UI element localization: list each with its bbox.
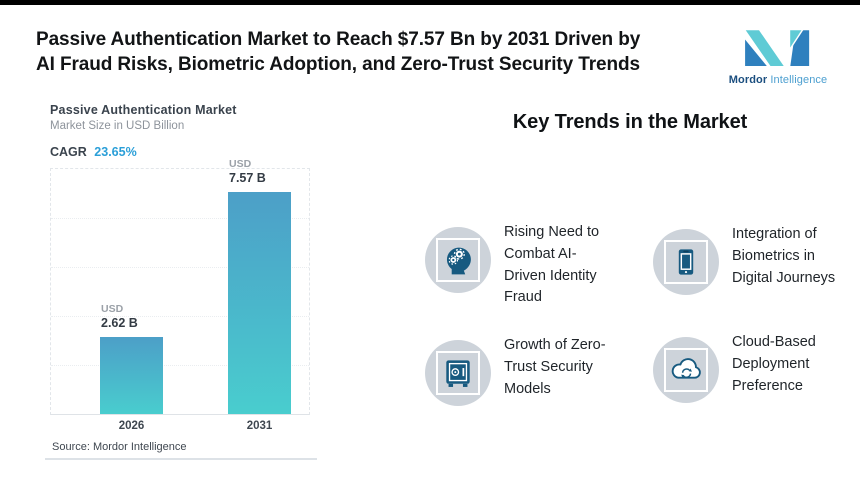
zero-trust-vault-icon — [446, 360, 470, 387]
logo-wordmark: Mordor Intelligence — [722, 74, 834, 86]
trend-text-zero-trust: Growth of Zero- Trust Security Models — [504, 337, 606, 397]
icon-frame — [664, 348, 708, 392]
cagr-row: CAGR 23.65% — [50, 145, 312, 159]
cagr-label: CAGR — [50, 145, 87, 159]
bar-currency-2026: USD — [101, 303, 124, 316]
cagr-value: 23.65% — [94, 145, 137, 159]
bar-chart-plot-area: USD 2.62 B USD 7.57 B 2026 2031 — [50, 158, 310, 432]
cloud-deployment-icon — [671, 358, 701, 379]
trend-item-ai-fraud: Rising Need to Combat AI- Driven Identit… — [425, 222, 649, 309]
trend-item-biometrics: Integration of Biometrics in Digital Jou… — [653, 224, 860, 295]
x-axis-label-2026: 2026 — [118, 420, 145, 432]
trend-icon-circle — [653, 337, 719, 403]
mordor-logo-mark-icon — [743, 28, 811, 68]
icon-frame — [436, 351, 480, 395]
page-title: Passive Authentication Market to Reach $… — [36, 27, 720, 78]
trend-icon-circle — [425, 340, 491, 406]
chart-title: Passive Authentication Market — [50, 103, 237, 117]
trend-text-ai-fraud: Rising Need to Combat AI- Driven Identit… — [504, 224, 600, 306]
icon-frame — [664, 240, 708, 284]
top-black-strip — [0, 0, 860, 5]
bar-2026 — [100, 337, 163, 414]
trend-item-zero-trust: Growth of Zero- Trust Security Models — [425, 335, 649, 406]
bar-value-label-2026: USD 2.62 B — [101, 303, 191, 332]
trend-icon-circle — [653, 229, 719, 295]
trend-text-cloud: Cloud-Based Deployment Preference — [732, 334, 816, 394]
icon-frame — [436, 238, 480, 282]
gridline — [51, 267, 309, 268]
logo-text-mordor: Mordor — [728, 74, 768, 86]
market-size-chart: Passive Authentication Market Market Siz… — [45, 103, 317, 468]
gridline — [51, 218, 309, 219]
bar-value-2026: 2.62 B — [101, 316, 138, 331]
trend-text-biometrics: Integration of Biometrics in Digital Jou… — [732, 226, 836, 286]
ai-head-gears-icon — [446, 247, 471, 275]
bar-2031 — [228, 192, 291, 414]
key-trends-heading: Key Trends in the Market — [512, 111, 748, 133]
gridline — [51, 365, 309, 366]
logo-text-intelligence: Intelligence — [770, 74, 828, 86]
page-title-line-2: AI Fraud Risks, Biometric Adoption, and … — [36, 54, 640, 76]
chart-subtitle: Market Size in USD Billion — [50, 120, 185, 132]
page-title-line-1: Passive Authentication Market to Reach $… — [36, 29, 641, 50]
x-axis-label-2031: 2031 — [246, 420, 273, 432]
mordor-intelligence-logo: Mordor Intelligence — [722, 26, 834, 86]
gridline — [51, 316, 309, 317]
bottom-divider-line — [45, 458, 317, 460]
biometric-phone-icon — [678, 249, 694, 275]
chart-source: Source: Mordor Intelligence — [52, 441, 187, 453]
bar-currency-2031: USD — [229, 158, 252, 171]
trend-icon-circle — [425, 227, 491, 293]
bar-value-2031: 7.57 B — [229, 171, 266, 186]
bar-value-label-2031: USD 7.57 B — [229, 158, 319, 187]
trend-item-cloud: Cloud-Based Deployment Preference — [653, 332, 860, 403]
